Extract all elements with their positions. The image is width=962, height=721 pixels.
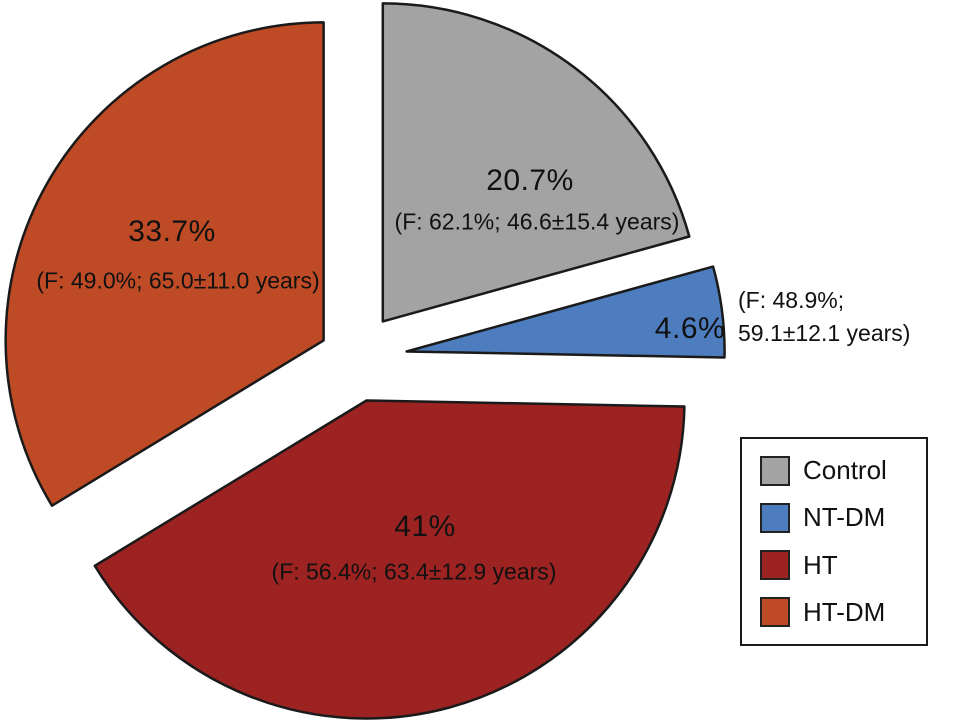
pie-slice-ht	[93, 399, 686, 720]
legend-swatch-nt-dm	[760, 502, 790, 533]
pie-slice-control	[381, 2, 691, 323]
slice-detail-ht-dm: (F: 49.0%; 65.0±11.0 years)	[36, 267, 320, 294]
slice-detail-control: (F: 62.1%; 46.6±15.4 years)	[394, 208, 680, 235]
legend-swatch-control	[760, 455, 790, 486]
slice-value-control: 20.7%	[486, 164, 574, 197]
slice-detail-nt-dm: (F: 48.9%; 59.1±12.1 years)	[738, 284, 910, 350]
legend: Control NT-DM HT HT-DM	[740, 437, 928, 646]
legend-swatch-ht-dm	[760, 597, 790, 628]
legend-swatch-ht	[760, 550, 790, 581]
pie-slice-ht-dm	[4, 21, 325, 507]
slice-value-nt-dm: 4.6%	[654, 312, 726, 345]
legend-label-nt-dm: NT-DM	[803, 502, 886, 533]
slice-detail-nt-dm-line1: (F: 48.9%;	[738, 287, 845, 313]
legend-item-ht-dm: HT-DM	[760, 597, 926, 628]
legend-item-nt-dm: NT-DM	[760, 502, 926, 533]
slice-value-ht: 41%	[394, 510, 456, 543]
legend-item-control: Control	[760, 455, 926, 486]
slice-detail-nt-dm-line2: 59.1±12.1 years)	[738, 320, 911, 346]
legend-label-control: Control	[803, 455, 887, 486]
legend-label-ht-dm: HT-DM	[803, 596, 886, 627]
slice-value-ht-dm: 33.7%	[128, 215, 216, 248]
legend-label-ht: HT	[803, 549, 838, 580]
pie-slice-nt-dm	[405, 265, 726, 359]
slice-detail-ht: (F: 56.4%; 63.4±12.9 years)	[271, 558, 557, 585]
legend-item-ht: HT	[760, 550, 926, 581]
